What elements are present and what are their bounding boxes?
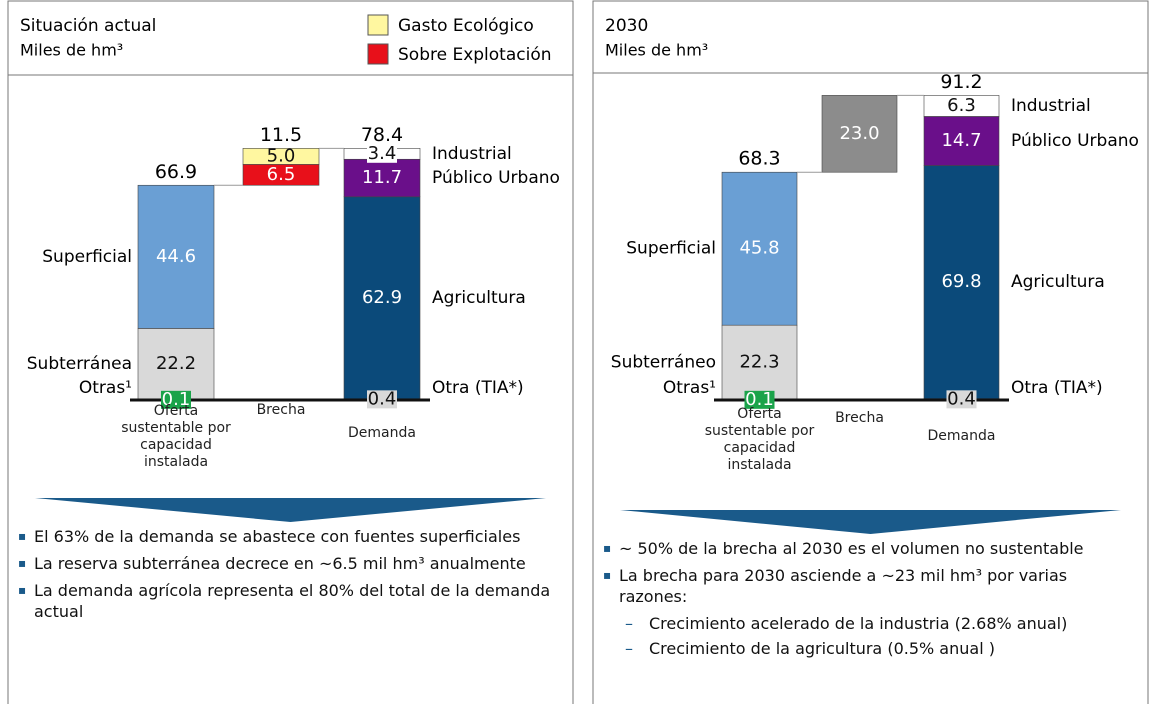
category-label: Oferta sustentable por capacidad instala…	[121, 403, 231, 470]
subnote: Crecimiento de la agricultura (0.5% anua…	[603, 638, 1128, 659]
value-label: 69.8	[941, 271, 981, 292]
value-label: 11.7	[362, 167, 402, 188]
chevron	[35, 498, 546, 522]
bar-segment	[721, 171, 798, 326]
notes: ~ 50% de la brecha al 2030 es el volumen…	[603, 538, 1128, 663]
series-label: Público Urbano	[432, 168, 560, 188]
series-label: Otra (TIA*)	[1011, 378, 1103, 398]
series-label: Industrial	[1011, 96, 1091, 116]
value-label-bg	[946, 390, 977, 409]
value-label-bg	[161, 390, 191, 409]
series-label: Superficial	[42, 247, 132, 267]
bar-segment	[137, 184, 215, 329]
series-label: Superficial	[626, 239, 716, 259]
bar-segment	[821, 95, 898, 173]
total-label: 11.5	[260, 124, 302, 146]
category-label: Demanda	[348, 425, 416, 441]
value-label: 0.4	[947, 388, 976, 409]
series-label: Industrial	[432, 144, 512, 164]
legend-swatch	[367, 43, 389, 65]
bar-segment	[343, 158, 421, 198]
note: La reserva subterránea decrece en ~6.5 m…	[18, 553, 553, 574]
bar-segment	[923, 116, 1000, 166]
panel-subtitle: Miles de hm³	[20, 41, 123, 60]
bar-segment	[242, 148, 320, 165]
value-label: 5.0	[267, 145, 296, 166]
value-label: 23.0	[839, 123, 879, 144]
value-label: 3.4	[368, 143, 397, 164]
category-label: Brecha	[835, 410, 884, 426]
value-label: 62.9	[362, 287, 402, 308]
panel-border	[592, 0, 1149, 704]
panel-border	[7, 0, 574, 704]
legend-swatch	[367, 14, 389, 36]
series-label: Otra (TIA*)	[432, 378, 524, 398]
series-label: Otras¹	[79, 378, 132, 398]
panel-subtitle: Miles de hm³	[605, 41, 708, 60]
bar-segment	[923, 165, 1000, 399]
legend-label: Gasto Ecológico	[398, 16, 534, 36]
bar-segment	[343, 196, 421, 400]
series-label: Subterráneo	[611, 352, 716, 372]
value-label: 45.8	[739, 238, 779, 259]
category-label: Brecha	[256, 402, 306, 418]
category-label: Demanda	[927, 428, 996, 444]
series-label: Otras¹	[663, 378, 716, 398]
value-label: 0.4	[368, 388, 397, 409]
subnote: Crecimiento acelerado de la industria (2…	[603, 613, 1128, 634]
legend-label: Sobre Explotación	[398, 45, 552, 65]
value-label: 0.1	[162, 389, 191, 410]
total-label: 66.9	[155, 161, 197, 183]
notes: El 63% de la demanda se abastece con fue…	[18, 526, 553, 628]
total-label: 78.4	[361, 124, 403, 146]
note: ~ 50% de la brecha al 2030 es el volumen…	[603, 538, 1128, 559]
total-label: 68.3	[738, 148, 780, 170]
total-label: 91.2	[940, 71, 982, 93]
note: La demanda agrícola representa el 80% de…	[18, 580, 553, 622]
value-label: 0.1	[745, 389, 774, 410]
panel-title: Situación actual	[20, 16, 156, 36]
series-label: Público Urbano	[1011, 131, 1139, 151]
value-label-bg	[367, 144, 397, 163]
value-label: 14.7	[941, 130, 981, 151]
panel-title: 2030	[605, 16, 648, 36]
series-label: Agricultura	[432, 288, 526, 308]
value-label-bg	[367, 390, 397, 409]
bar-segment	[923, 95, 1000, 117]
value-label: 44.6	[156, 246, 196, 267]
category-label: Oferta sustentable por capacidad instala…	[704, 406, 815, 473]
value-label: 22.3	[739, 351, 779, 372]
value-label-bg	[744, 390, 775, 409]
value-label: 6.3	[947, 95, 976, 116]
note: El 63% de la demanda se abastece con fue…	[18, 526, 553, 547]
value-label: 6.5	[267, 164, 296, 185]
series-label: Agricultura	[1011, 272, 1105, 292]
value-label: 22.2	[156, 353, 196, 374]
series-label: Subterránea	[27, 354, 132, 374]
note: La brecha para 2030 asciende a ~23 mil h…	[603, 565, 1128, 607]
chevron	[620, 510, 1121, 534]
